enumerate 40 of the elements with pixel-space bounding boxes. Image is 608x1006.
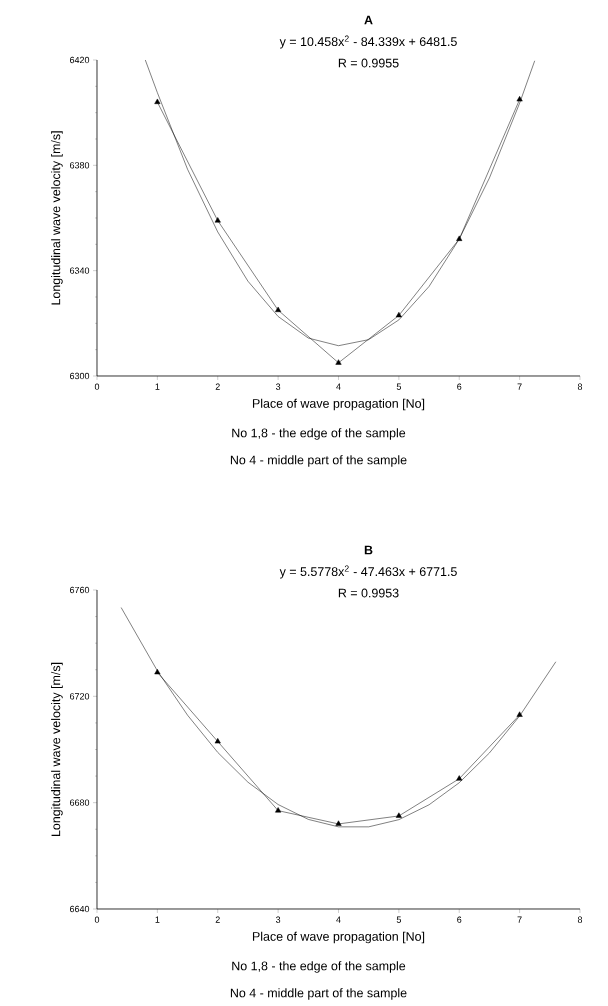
x-tick-label: 0	[94, 383, 100, 390]
y-tick-label: 6420	[70, 56, 90, 64]
y-tick-label: 6340	[70, 267, 90, 274]
text: No 1,8 - the edge of the sample	[232, 428, 406, 440]
text: y = 5.5778x$^{2}$ - 47.463x + 6771.5	[279, 565, 457, 579]
x-tick-label: 4	[336, 916, 341, 923]
chart-title: B	[364, 545, 373, 555]
x-tick-label: 8	[577, 916, 583, 923]
text: No 4 - middle part of the sample	[230, 455, 407, 467]
x-tick-label: 3	[275, 383, 281, 390]
x-tick-label: 8	[577, 383, 583, 390]
y-tick-label: 6640	[70, 905, 90, 913]
x-tick-label: 7	[517, 383, 522, 390]
y-axis-title: Longitudinal wave velocity [m/s]	[51, 131, 63, 305]
x-tick-label: 6	[457, 916, 462, 923]
y-tick-label: 6760	[70, 586, 90, 594]
x-axis-title: Place of wave propagation [No]	[252, 931, 425, 944]
x-tick-label: 5	[396, 916, 401, 923]
x-tick-label: 1	[155, 383, 160, 390]
x-axis-title: Place of wave propagation [No]	[252, 398, 425, 411]
text: No 1,8 - the edge of the sample	[232, 961, 406, 973]
text: y = 10.458x$^{2}$ - 84.339x + 6481.5	[279, 35, 457, 49]
x-tick-label: 6	[457, 383, 462, 390]
text: No 4 - middle part of the sample	[230, 988, 407, 1000]
x-tick-label: 0	[94, 916, 100, 923]
x-tick-label: 7	[517, 916, 522, 923]
annotation: R = 0.9953	[338, 588, 399, 598]
y-tick-label: 6300	[70, 372, 90, 380]
y-tick-label: 6720	[70, 693, 90, 700]
annotation: R = 0.9955	[338, 58, 399, 68]
y-axis-title: Longitudinal wave velocity [m/s]	[51, 662, 63, 837]
chart-title: A	[364, 15, 373, 25]
y-tick-label: 6680	[70, 799, 90, 806]
x-tick-label: 2	[215, 383, 220, 390]
x-tick-label: 5	[396, 383, 401, 390]
x-tick-label: 2	[215, 916, 220, 923]
x-tick-label: 1	[155, 916, 160, 923]
y-tick-label: 6380	[70, 162, 90, 169]
x-tick-label: 4	[336, 383, 341, 390]
x-tick-label: 3	[275, 916, 281, 923]
